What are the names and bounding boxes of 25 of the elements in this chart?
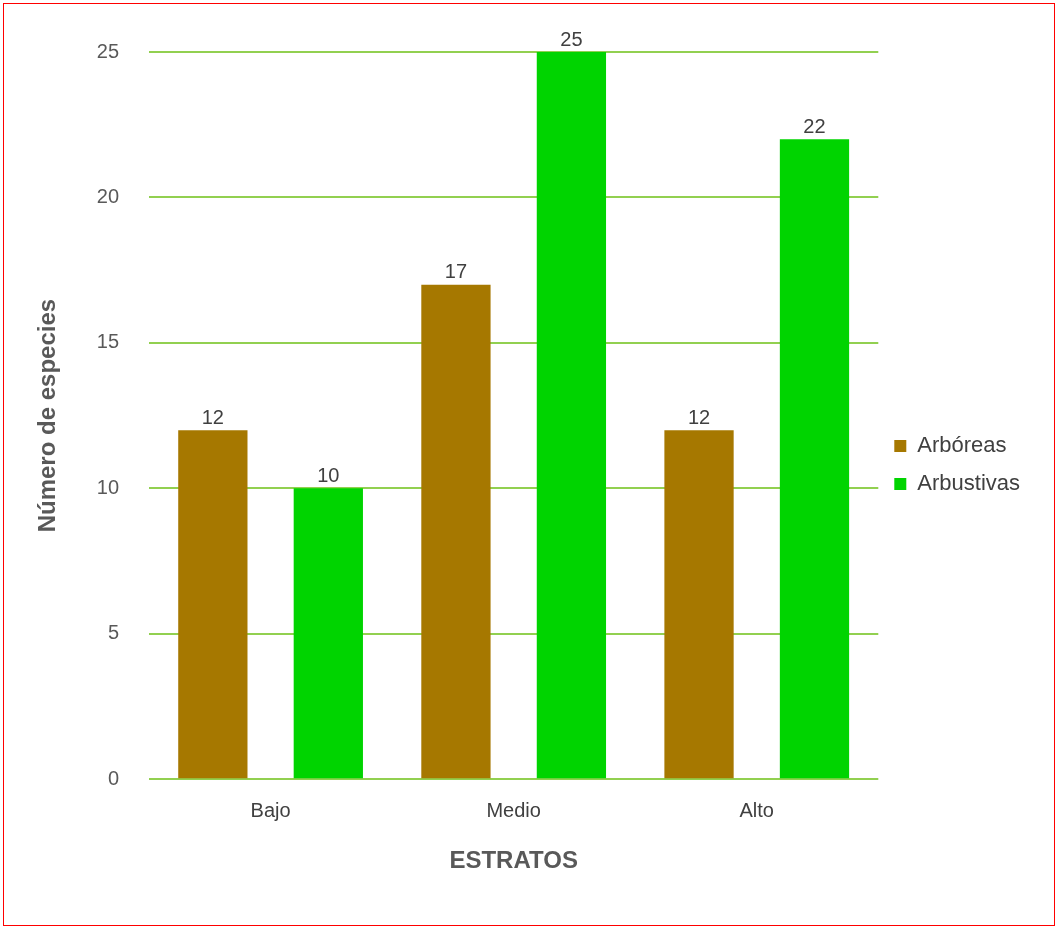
data-label: 12 — [687, 405, 711, 428]
data-label: 22 — [803, 114, 826, 137]
x-tick-label: Bajo — [250, 798, 291, 821]
y-tick-label: 5 — [107, 621, 120, 644]
legend-label: Arbustivas — [917, 470, 1021, 496]
bar — [178, 430, 248, 779]
data-label: 12 — [201, 405, 224, 428]
bar — [293, 488, 363, 779]
bar — [664, 430, 734, 779]
x-tick-label: Medio — [486, 798, 541, 821]
x-tick-label: Alto — [739, 798, 774, 821]
bar — [779, 139, 850, 779]
data-label: 17 — [444, 260, 468, 283]
data-label: 25 — [560, 27, 583, 50]
y-tick-label: 25 — [96, 39, 120, 62]
x-axis-title: ESTRATOS — [449, 846, 578, 874]
legend-label: Arbóreas — [917, 432, 1007, 458]
y-axis-title: Número de especies — [33, 298, 61, 533]
y-tick-label: 20 — [96, 184, 120, 207]
y-tick-label: 0 — [107, 766, 120, 789]
data-label: 10 — [317, 463, 340, 486]
bar — [536, 52, 607, 779]
y-tick-label: 15 — [96, 330, 120, 353]
y-tick-label: 10 — [96, 475, 120, 498]
bar — [421, 284, 491, 779]
